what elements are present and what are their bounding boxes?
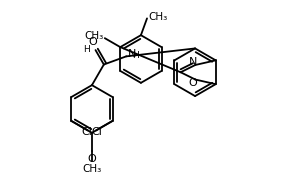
Text: O: O: [88, 37, 97, 47]
Text: CH₃: CH₃: [148, 12, 168, 22]
Text: N: N: [127, 49, 136, 59]
Text: N: N: [189, 57, 197, 67]
Text: Cl: Cl: [81, 127, 92, 137]
Text: O: O: [88, 154, 96, 164]
Text: O: O: [188, 78, 197, 88]
Text: Cl: Cl: [92, 127, 103, 137]
Text: CH₃: CH₃: [82, 164, 102, 174]
Text: H: H: [133, 51, 139, 60]
Text: H: H: [84, 45, 90, 54]
Text: CH₃: CH₃: [84, 30, 104, 40]
